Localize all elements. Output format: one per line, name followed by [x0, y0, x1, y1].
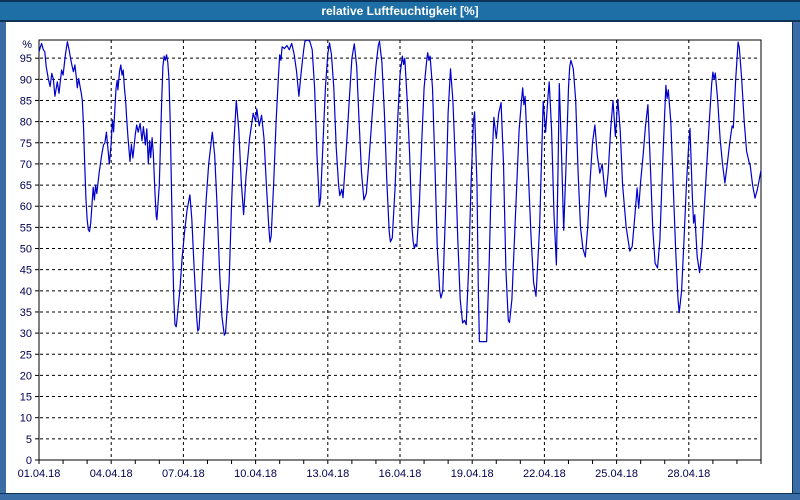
svg-text:50: 50 — [20, 244, 32, 256]
svg-text:0: 0 — [26, 455, 32, 467]
svg-text:28.04.18: 28.04.18 — [667, 468, 710, 480]
svg-text:20: 20 — [20, 370, 32, 382]
svg-text:10.04.18: 10.04.18 — [234, 468, 277, 480]
svg-text:25.04.18: 25.04.18 — [595, 468, 638, 480]
title-bar: relative Luftfeuchtigkeit [%] — [0, 0, 800, 22]
svg-text:80: 80 — [20, 117, 32, 129]
svg-text:04.04.18: 04.04.18 — [90, 468, 133, 480]
svg-text:65: 65 — [20, 180, 32, 192]
svg-text:35: 35 — [20, 307, 32, 319]
svg-text:16.04.18: 16.04.18 — [379, 468, 422, 480]
svg-text:90: 90 — [20, 74, 32, 86]
chart-title: relative Luftfeuchtigkeit [%] — [321, 4, 479, 18]
svg-text:25: 25 — [20, 349, 32, 361]
svg-text:70: 70 — [20, 159, 32, 171]
svg-text:95: 95 — [20, 53, 32, 65]
svg-text:22.04.18: 22.04.18 — [523, 468, 566, 480]
svg-text:07.04.18: 07.04.18 — [162, 468, 205, 480]
svg-text:13.04.18: 13.04.18 — [306, 468, 349, 480]
svg-text:60: 60 — [20, 201, 32, 213]
svg-text:15: 15 — [20, 392, 32, 404]
svg-text:01.04.18: 01.04.18 — [18, 468, 61, 480]
frame-bottom-band — [0, 493, 800, 500]
svg-text:85: 85 — [20, 95, 32, 107]
svg-text:45: 45 — [20, 265, 32, 277]
svg-text:5: 5 — [26, 434, 32, 446]
svg-text:19.04.18: 19.04.18 — [451, 468, 494, 480]
frame-right-band — [792, 22, 800, 500]
svg-text:10: 10 — [20, 413, 32, 425]
svg-text:40: 40 — [20, 286, 32, 298]
svg-text:55: 55 — [20, 222, 32, 234]
svg-text:%: % — [22, 39, 32, 51]
frame-left-band — [0, 22, 6, 500]
svg-text:30: 30 — [20, 328, 32, 340]
svg-text:75: 75 — [20, 138, 32, 150]
